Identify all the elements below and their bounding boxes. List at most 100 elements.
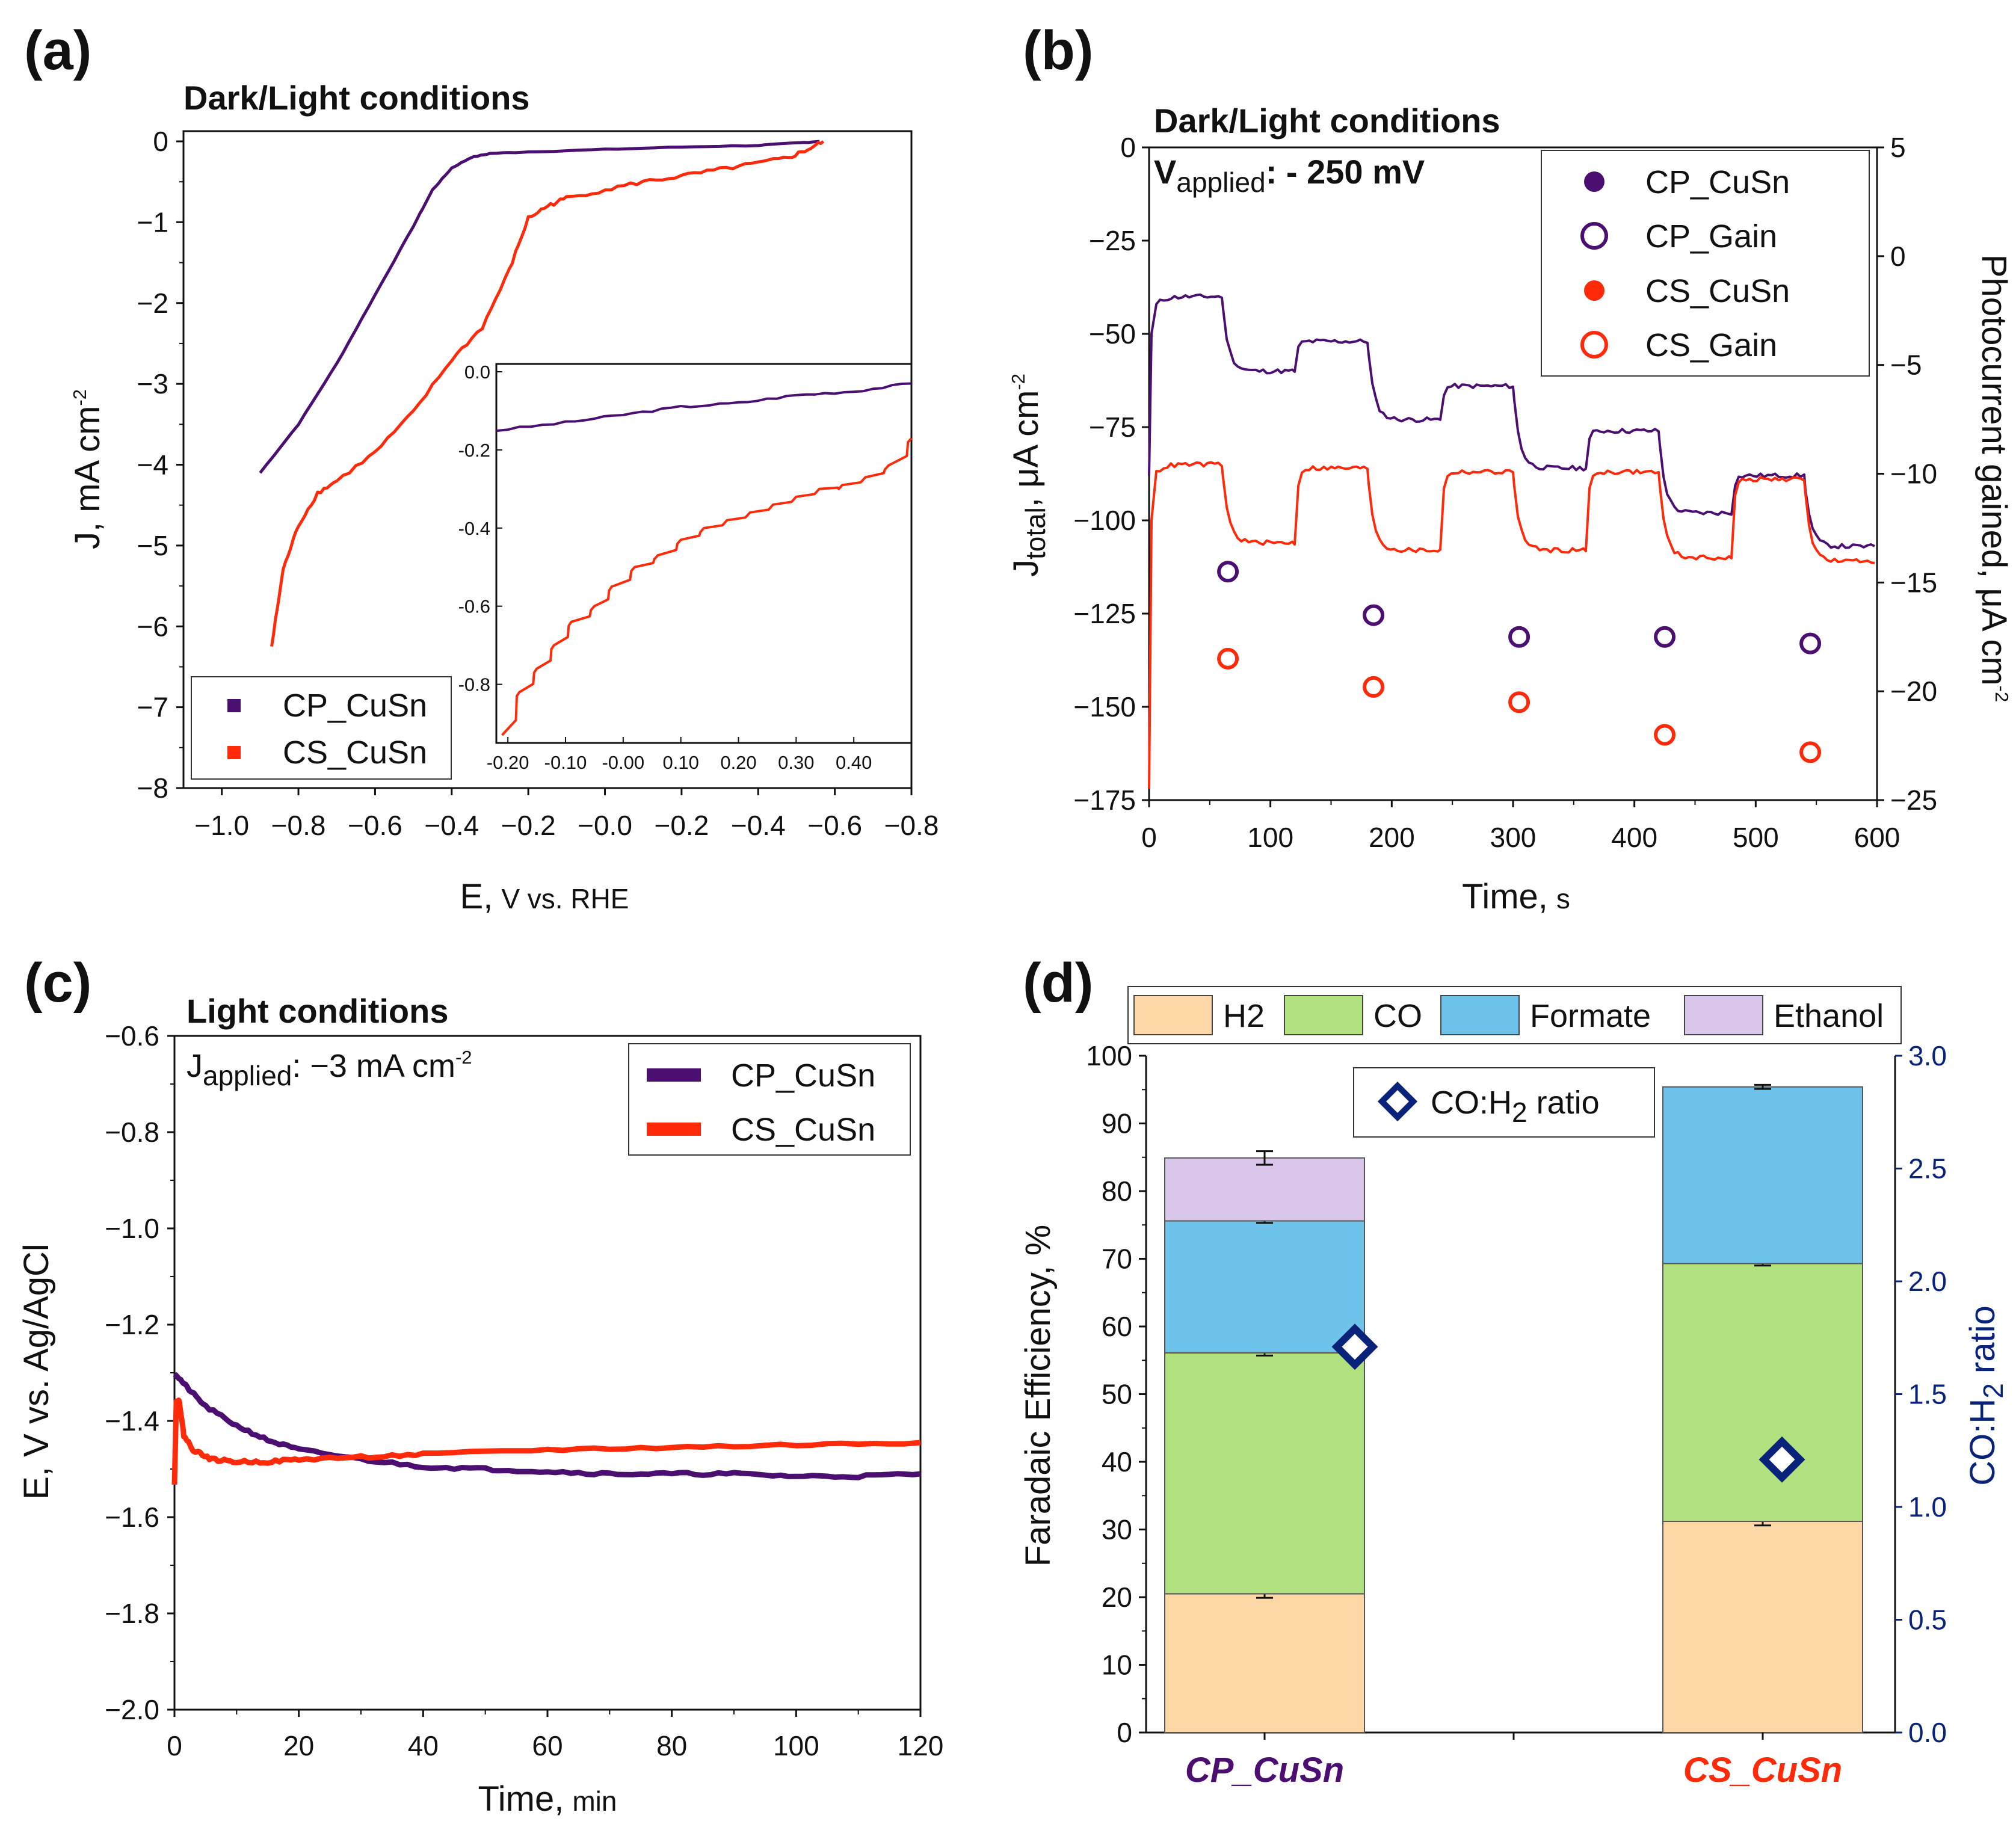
y2-tick-label: 1.0 <box>1908 1491 1947 1523</box>
inset-x-tick-label: -0.10 <box>544 752 587 773</box>
y-tick-label: −7 <box>137 692 168 723</box>
y-tick-label: −175 <box>1073 784 1136 816</box>
panel-c-title: Light conditions <box>186 992 448 1030</box>
y2-tick-label: 0 <box>1890 241 1906 272</box>
legend-swatch-cs <box>647 1123 701 1136</box>
inset-x-tick-label: 0.20 <box>720 752 756 773</box>
x-tick-label: −0.6 <box>348 810 402 841</box>
legend-label-cp-cusn: CP_CuSn <box>1645 164 1790 200</box>
panel-b-y2-ticks: 5 0 −5 −10 −15 −20 −25 <box>1877 132 1937 816</box>
y-tick-label: 10 <box>1102 1650 1132 1681</box>
x-tick-label: 0 <box>1141 822 1157 853</box>
gain-marker-CS_Gain <box>1217 647 1239 670</box>
line-CS_CuSn <box>1148 461 1875 789</box>
panel-b-letter: (b) <box>1023 20 1093 81</box>
legend-swatch-cs <box>227 746 241 759</box>
legend-label-h2: H2 <box>1223 998 1265 1034</box>
panel-c-legend: CP_CuSn CS_CuSn <box>628 1043 911 1156</box>
x-tick-label: −0.8 <box>884 810 939 841</box>
y2-tick-label: 5 <box>1890 132 1906 163</box>
x-tick-label: −0.8 <box>271 810 326 841</box>
bar-segment-Formate <box>1164 1220 1365 1354</box>
panel-d-ratio-legend: CO:H2 ratio <box>1353 1067 1655 1138</box>
panel-c-lines <box>171 1372 921 1485</box>
legend-swatch-h2 <box>1133 995 1213 1035</box>
bar-segment-H2 <box>1662 1521 1863 1733</box>
legend-marker-cp-gain <box>1580 222 1608 250</box>
legend-label-cs-gain: CS_Gain <box>1645 327 1777 363</box>
x-tick-label: 100 <box>773 1730 819 1761</box>
y-tick-label: −2.0 <box>105 1694 159 1725</box>
y2-tick-label: 1.5 <box>1908 1379 1947 1410</box>
panel-d-ylabel: Faradaic Efficiency, % <box>1019 1225 1058 1566</box>
x-tick-label: −0.4 <box>731 810 786 841</box>
panel-d-y2-ticks: 0.0 0.5 1.0 1.5 2.0 2.5 3.0 <box>1895 1040 1947 1748</box>
inset-y-tick-label: -0.4 <box>458 518 490 539</box>
y-tick-label: −150 <box>1073 691 1136 722</box>
panel-b-y2label: Photocurrent gained, μA cm-2 <box>1974 254 2014 703</box>
x-tick-label: 600 <box>1854 822 1900 853</box>
x-tick-label: 400 <box>1611 822 1657 853</box>
y-tick-label: −25 <box>1089 225 1136 256</box>
panel-c: (c) Light conditions −0.6 −0.8 −1.0 −1.2 −1.… <box>17 952 943 1819</box>
inset-x-tick-label: -0.20 <box>487 752 529 773</box>
y-tick-label: −100 <box>1073 505 1136 536</box>
ratio-marker <box>1759 1436 1805 1483</box>
gain-marker-CS_Gain <box>1363 676 1385 698</box>
panel-c-x-ticks: 0 20 40 60 80 100 120 <box>167 1710 943 1761</box>
x-tick-label: −1.0 <box>194 810 249 841</box>
inset-line-CP_CuSn <box>496 382 912 433</box>
gain-marker-CP_Gain <box>1654 626 1676 648</box>
panel-c-legend-box <box>628 1043 911 1156</box>
line-CP_CuSn <box>173 1372 921 1480</box>
legend-swatch-ethanol <box>1684 995 1763 1035</box>
y2-tick-label: 0.0 <box>1908 1717 1947 1748</box>
x-tick-label: −0.0 <box>578 810 632 841</box>
inset-x-tick-label: 0.30 <box>778 752 814 773</box>
y-tick-label: −1.8 <box>105 1598 159 1629</box>
y-tick-label: 100 <box>1086 1040 1132 1071</box>
inset-x-tick-label: 0.40 <box>836 752 872 773</box>
panel-c-y-ticks: −0.6 −0.8 −1.0 −1.2 −1.4 −1.6 −1.8 −2.0 <box>105 1020 174 1725</box>
legend-swatch-formate <box>1440 995 1520 1035</box>
y-tick-label: −2 <box>137 288 168 319</box>
x-tick-label: −0.6 <box>807 810 862 841</box>
panel-b-x-ticks: 0 100 200 300 400 500 600 <box>1141 800 1900 853</box>
gain-marker-CP_Gain <box>1363 604 1385 626</box>
legend-label-cs: CS_CuSn <box>283 735 427 771</box>
gain-marker-CS_Gain <box>1799 741 1822 763</box>
y-tick-label: 90 <box>1102 1108 1132 1139</box>
inset-y-tick-label: 0.0 <box>464 362 490 383</box>
y-tick-label: 40 <box>1102 1446 1132 1477</box>
category-label-CS_CuSn: CS_CuSn <box>1683 1751 1842 1790</box>
legend-label-formate: Formate <box>1530 998 1651 1034</box>
panel-b-vapplied: Vapplied: - 250 mV <box>1154 153 1425 198</box>
x-tick-label: 80 <box>656 1730 687 1761</box>
legend-swatch-cp <box>647 1068 701 1082</box>
y-tick-label: 0 <box>153 126 168 157</box>
legend-marker-cp-cusn <box>1584 171 1604 192</box>
panel-b-ylabel: Jtotal, μA cm-2 <box>1006 374 1051 577</box>
x-tick-label: −0.4 <box>424 810 479 841</box>
panel-b-y-ticks: 0 −25 −50 −75 −100 −125 −150 −175 <box>1073 132 1149 816</box>
y-tick-label: −1.6 <box>105 1502 159 1533</box>
inset-x-tick-label: 0.10 <box>662 752 698 773</box>
panel-a-legend-box <box>191 676 452 780</box>
panel-a-inset-lines <box>496 382 913 736</box>
panel-b-legend: CP_CuSn CP_Gain CS_CuSn CS_Gain <box>1541 150 1870 377</box>
inset-line-CS_CuSn <box>501 437 913 736</box>
y-tick-label: 50 <box>1102 1379 1132 1410</box>
inset-x-tick-label: -0.00 <box>602 752 644 773</box>
y2-tick-label: 2.5 <box>1908 1153 1947 1184</box>
panel-d-y-ticks: 0 10 20 30 40 50 60 70 80 90 100 <box>1086 1040 1146 1748</box>
y-tick-label: 0 <box>1120 132 1136 163</box>
legend-swatch-cp <box>227 699 241 712</box>
y-tick-label: 0 <box>1117 1717 1132 1748</box>
y-tick-label: −1.0 <box>105 1213 159 1244</box>
y-tick-label: −1.2 <box>105 1309 159 1340</box>
panel-b-gain-markers <box>1217 561 1822 763</box>
bar-segment-Ethanol <box>1164 1157 1365 1222</box>
gain-marker-CS_Gain <box>1654 724 1676 746</box>
panel-b-xlabel: Time, s <box>1462 877 1570 916</box>
